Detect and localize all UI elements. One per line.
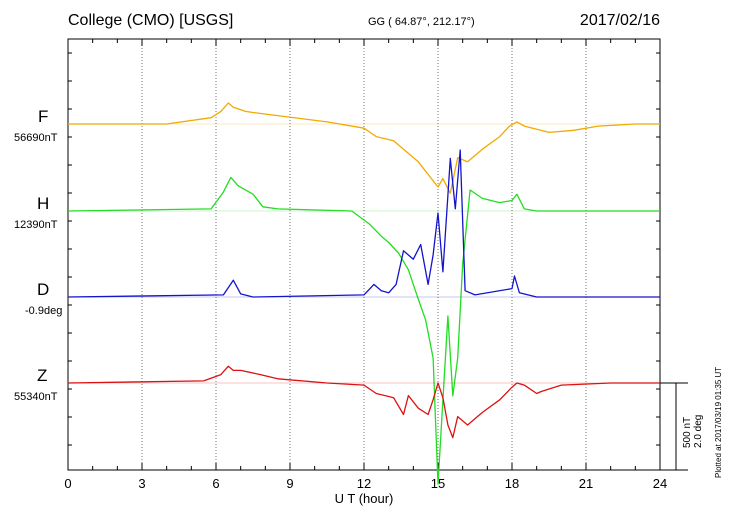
x-tick-label: 24 xyxy=(653,476,667,491)
chart-date: 2017/02/16 xyxy=(579,12,660,29)
scale-nt-label: 500 nT xyxy=(682,416,693,448)
x-tick-label: 9 xyxy=(286,476,293,491)
series-line-d xyxy=(67,149,660,298)
station-coordinates: GG ( 64.87°, 212.17°) xyxy=(368,16,475,28)
series-baseline-d: -0.9deg xyxy=(25,305,63,317)
series-line-z xyxy=(67,365,660,439)
series-label-d: D xyxy=(37,280,50,299)
x-tick-label: 21 xyxy=(579,476,593,491)
x-tick-label: 12 xyxy=(357,476,371,491)
series-label-f: F xyxy=(38,107,49,126)
series-baseline-h: 12390nT xyxy=(14,219,58,231)
series-line-f xyxy=(68,102,660,194)
series-label-h: H xyxy=(37,194,50,213)
x-tick-label: 0 xyxy=(64,476,71,491)
plotted-timestamp: Plotted at 2017/03/19 01:35 UT xyxy=(714,366,723,478)
scale-deg-label: 2.0 deg xyxy=(693,414,704,448)
x-tick-label: 3 xyxy=(138,476,145,491)
series-baseline-f: 56690nT xyxy=(14,132,58,144)
x-axis-label: U T (hour) xyxy=(335,491,394,506)
series-label-z: Z xyxy=(37,366,48,385)
x-tick-label: 6 xyxy=(212,476,219,491)
x-tick-label: 18 xyxy=(505,476,519,491)
series-line-h xyxy=(67,176,660,485)
chart-title: College (CMO) [USGS] xyxy=(68,12,234,29)
series-baseline-z: 55340nT xyxy=(14,391,58,403)
